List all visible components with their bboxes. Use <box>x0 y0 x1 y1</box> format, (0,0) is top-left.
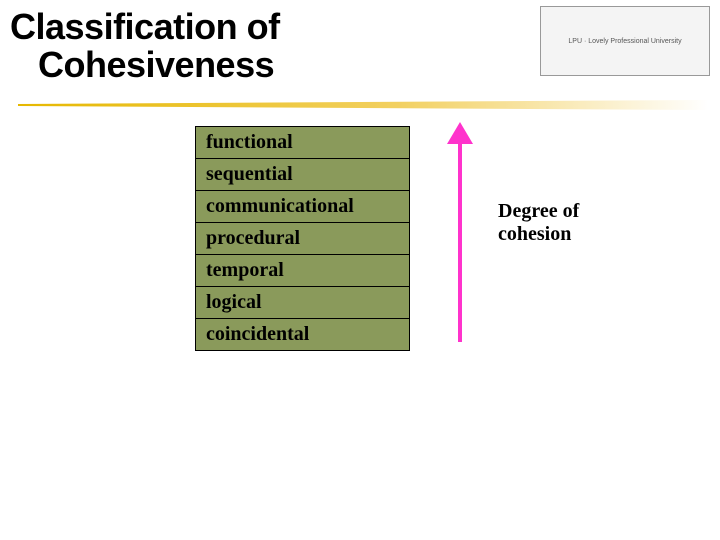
list-item: communicational <box>196 191 409 223</box>
logo-placeholder-text: LPU · Lovely Professional University <box>568 38 681 45</box>
list-item: sequential <box>196 159 409 191</box>
cohesion-arrow-head <box>447 122 473 144</box>
cohesion-types-list: functional sequential communicational pr… <box>195 126 410 351</box>
list-item: logical <box>196 287 409 319</box>
list-item: procedural <box>196 223 409 255</box>
degree-of-cohesion-label: Degree of cohesion <box>498 200 579 246</box>
university-logo: LPU · Lovely Professional University <box>540 6 710 76</box>
list-item: temporal <box>196 255 409 287</box>
cohesion-arrow-stem <box>458 142 462 342</box>
degree-label-line-2: cohesion <box>498 223 579 246</box>
degree-label-line-1: Degree of <box>498 200 579 223</box>
title-line-2: Cohesiveness <box>10 46 280 84</box>
list-item: functional <box>196 127 409 159</box>
title-underline-divider <box>18 100 708 110</box>
slide-title: Classification of Cohesiveness <box>10 8 280 84</box>
list-item: coincidental <box>196 319 409 351</box>
title-line-1: Classification of <box>10 8 280 46</box>
